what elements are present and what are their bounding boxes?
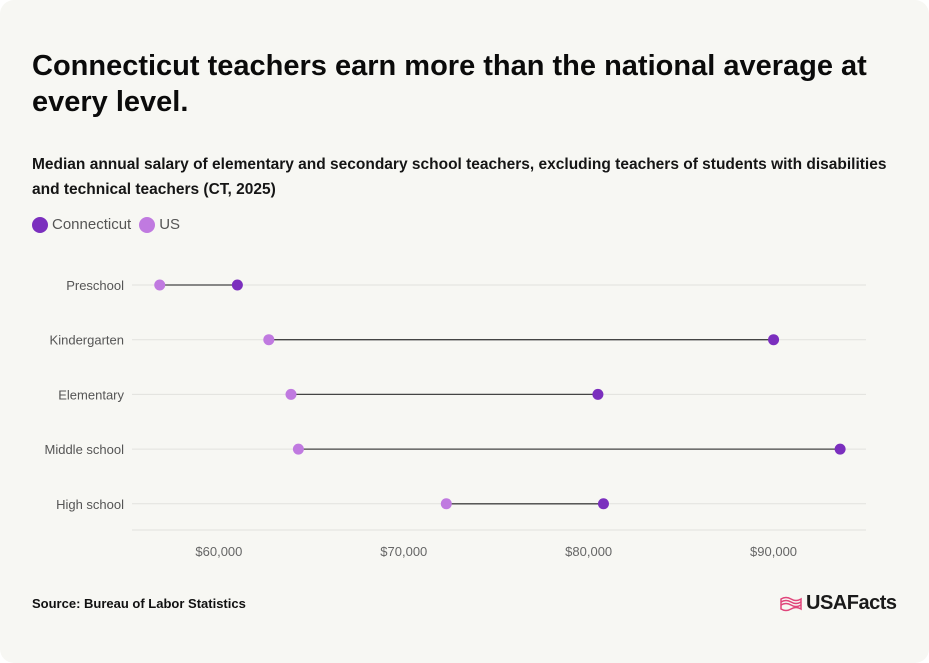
point-connecticut	[834, 443, 846, 455]
logo-text: USAFacts	[806, 592, 897, 614]
legend-label-us: US	[159, 216, 181, 233]
category-label: Elementary	[58, 387, 124, 402]
category-label: High school	[56, 497, 124, 512]
point-connecticut	[768, 334, 780, 346]
legend: Connecticut US	[32, 216, 188, 233]
x-tick-label: $90,000	[750, 544, 797, 559]
x-tick-label: $80,000	[565, 544, 612, 559]
chart-title: Connecticut teachers earn more than the …	[32, 50, 867, 118]
point-connecticut	[592, 388, 604, 400]
point-us	[285, 388, 297, 400]
legend-swatch-connecticut	[32, 216, 48, 233]
category-label: Middle school	[45, 442, 125, 457]
legend-label-connecticut: Connecticut	[52, 216, 132, 233]
point-us	[292, 443, 304, 455]
legend-item-connecticut: Connecticut	[32, 216, 131, 233]
x-tick-label: $70,000	[380, 544, 427, 559]
category-label: Kindergarten	[50, 333, 124, 348]
category-label: Preschool	[66, 278, 124, 293]
legend-item-us: US	[139, 216, 180, 233]
point-connecticut	[597, 498, 609, 510]
source-note: Source: Bureau of Labor Statistics	[32, 596, 246, 611]
us-flag-icon	[780, 596, 802, 611]
point-connecticut	[231, 279, 243, 291]
point-us	[263, 334, 275, 346]
legend-swatch-us	[139, 216, 156, 233]
point-us	[440, 498, 452, 510]
chart-subtitle: Median annual salary of elementary and s…	[32, 156, 887, 198]
x-tick-label: $60,000	[195, 544, 242, 559]
point-us	[154, 279, 166, 291]
usafacts-logo: USAFacts	[780, 592, 897, 615]
